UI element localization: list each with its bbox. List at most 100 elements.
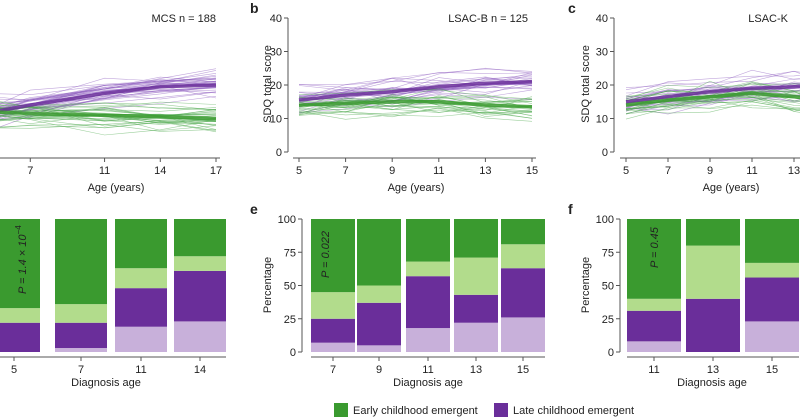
panel-e-ylabel: Percentage — [262, 257, 274, 313]
panel-c-trajectories: 57911131010203040 LSAC-K Age (years) SDQ… — [580, 13, 800, 194]
panel-e-bar-9-early-light — [357, 285, 401, 303]
panel-e-bar-11-early-light — [406, 261, 450, 277]
panel-b-xlabel: Age (years) — [388, 182, 445, 194]
panel-label-c: c — [568, 0, 576, 16]
panel-b-mean-line-early — [298, 100, 533, 109]
panel-a-x-tick-label: 17 — [210, 165, 222, 177]
panel-f-x-tick-label: 15 — [766, 364, 778, 376]
panel-d-bar-14-late — [174, 270, 226, 322]
panel-e-bar-15-early — [501, 219, 545, 245]
panel-a-individual-trajectory — [0, 91, 217, 120]
panel-f-y-tick-label: 0 — [608, 347, 614, 359]
panel-d-x-tick-label: 5 — [11, 364, 17, 376]
panel-b-ylabel: SDQ total score — [262, 45, 274, 123]
panel-e-bar-15-early-light — [501, 244, 545, 269]
panel-e-xlabel: Diagnosis age — [393, 377, 463, 389]
panel-c-individual-trajectory — [625, 99, 800, 120]
panel-f-xlabel: Diagnosis age — [677, 377, 747, 389]
legend-label-early: Early childhood emergent — [353, 405, 478, 417]
panel-c-individual-trajectory — [625, 103, 800, 112]
panel-f-bar-11-early — [627, 219, 681, 299]
panel-c-individual-trajectory — [625, 87, 800, 98]
panel-d-bar-11-early — [115, 219, 167, 269]
panel-a-individual-trajectory — [0, 102, 217, 110]
legend-swatch-late — [494, 403, 508, 417]
panel-d-x-tick-label: 7 — [78, 364, 84, 376]
panel-c-mean-line-early — [625, 91, 800, 107]
panel-d-xlabel: Diagnosis age — [71, 377, 141, 389]
panel-b-y-tick-label: 0 — [276, 147, 282, 159]
panel-a-individual-trajectory — [0, 121, 217, 133]
panel-f-bar-15-late — [745, 277, 799, 322]
panel-a-individual-trajectory — [0, 114, 217, 131]
panel-b-individual-trajectory — [298, 96, 533, 115]
panel-e-x-tick-label: 11 — [422, 364, 433, 376]
panel-c-ylabel: SDQ total score — [580, 45, 592, 123]
panel-d-x-tick-label: 14 — [194, 364, 206, 376]
panel-d-x-tick-label: 11 — [135, 364, 146, 376]
panel-e-bar-9-late-light — [357, 345, 401, 352]
panel-a-individual-trajectory — [0, 105, 217, 127]
panel-c-individual-trajectory — [625, 70, 800, 94]
panel-e-bar-13-late-light — [454, 322, 498, 352]
panel-e-x-tick-label: 15 — [517, 364, 529, 376]
panel-f-bar-15-late-light — [745, 321, 799, 352]
panel-e-bar-7-early-light — [311, 292, 355, 319]
panel-a-individual-trajectory — [0, 115, 217, 129]
panel-e-y-tick-label: 100 — [278, 214, 296, 226]
panel-b-individual-trajectory — [298, 79, 533, 97]
panel-e-x-tick-label: 9 — [376, 364, 382, 376]
panel-e-y-tick-label: 0 — [290, 347, 296, 359]
panel-b-individual-trajectory — [298, 77, 533, 102]
panel-d-bar-7-late — [55, 322, 107, 349]
panel-c-individual-trajectory — [625, 95, 800, 107]
panel-b-x-tick-label: 13 — [479, 165, 491, 177]
panel-c-y-tick-label: 30 — [596, 47, 608, 59]
panel-c-xlabel: Age (years) — [703, 182, 760, 194]
panel-e-x-tick-label: 7 — [330, 364, 336, 376]
panel-f-bar-13-late — [686, 298, 740, 352]
panel-b-y-tick-label: 40 — [270, 13, 282, 25]
panel-f-x-tick-label: 11 — [648, 364, 659, 376]
panel-f-bar-15-early-light — [745, 262, 799, 278]
panel-b-individual-trajectory — [298, 102, 533, 113]
panel-b-x-tick-label: 5 — [296, 165, 302, 177]
panel-f-x-tick-label: 13 — [707, 364, 719, 376]
panel-a-individual-trajectory — [0, 105, 217, 110]
panel-b-x-tick-label: 7 — [343, 165, 349, 177]
panel-a-individual-trajectory — [0, 82, 217, 112]
panel-b-x-tick-label: 11 — [433, 165, 444, 177]
panel-b-trajectories: 5 7 9 11 13 15 0 10 20 30 40 LSAC-B n = 125 Age (y… — [262, 13, 538, 194]
panel-e-y-tick-label: 25 — [284, 314, 296, 326]
panel-c-y-tick-label: 10 — [596, 114, 608, 126]
panel-c-y-tick-label: 0 — [602, 147, 608, 159]
panel-e-bar-7-late — [311, 318, 355, 343]
panel-d-pvalue-text: P = 1.4 × 10 — [17, 234, 29, 294]
panel-c-x-tick-label: 11 — [746, 165, 757, 177]
panel-c-y-tick-label: 20 — [596, 80, 608, 92]
panel-e-bar-9-late — [357, 302, 401, 346]
panel-f-pvalue: P = 0.45 — [649, 226, 661, 268]
panel-a-individual-trajectory — [0, 78, 217, 108]
panel-c-individual-trajectory — [625, 81, 800, 101]
panel-a-individual-trajectory — [0, 74, 217, 105]
panel-e-bar-11-late — [406, 276, 450, 329]
panel-d-bar-11-late-light — [115, 326, 167, 352]
panel-a-mean-line-early — [0, 110, 217, 121]
panel-a-individual-trajectory — [0, 115, 217, 136]
panel-label-e: e — [250, 201, 258, 217]
panel-f-y-tick-label: 75 — [602, 247, 614, 259]
panel-b-mean-line-late — [298, 79, 533, 102]
panel-a-individual-trajectory — [0, 86, 217, 108]
panel-d-bar-7-early-light — [55, 304, 107, 323]
panel-b-x-tick-label: 15 — [526, 165, 538, 177]
panel-a-individual-trajectory — [0, 106, 217, 116]
panel-c-y-tick-label: 40 — [596, 13, 608, 25]
panel-a-title: MCS n = 188 — [151, 13, 216, 25]
panel-c-x-tick-label: 13 — [788, 165, 800, 177]
panel-c-x-tick-label: 9 — [707, 165, 713, 177]
panel-f-stacked-bars: 11 13 15 0 25 50 75 100 Diagnosis age Percentag… — [580, 214, 799, 389]
panel-f-bar-11-late-light — [627, 341, 681, 352]
panel-d-bar-14-late-light — [174, 321, 226, 352]
